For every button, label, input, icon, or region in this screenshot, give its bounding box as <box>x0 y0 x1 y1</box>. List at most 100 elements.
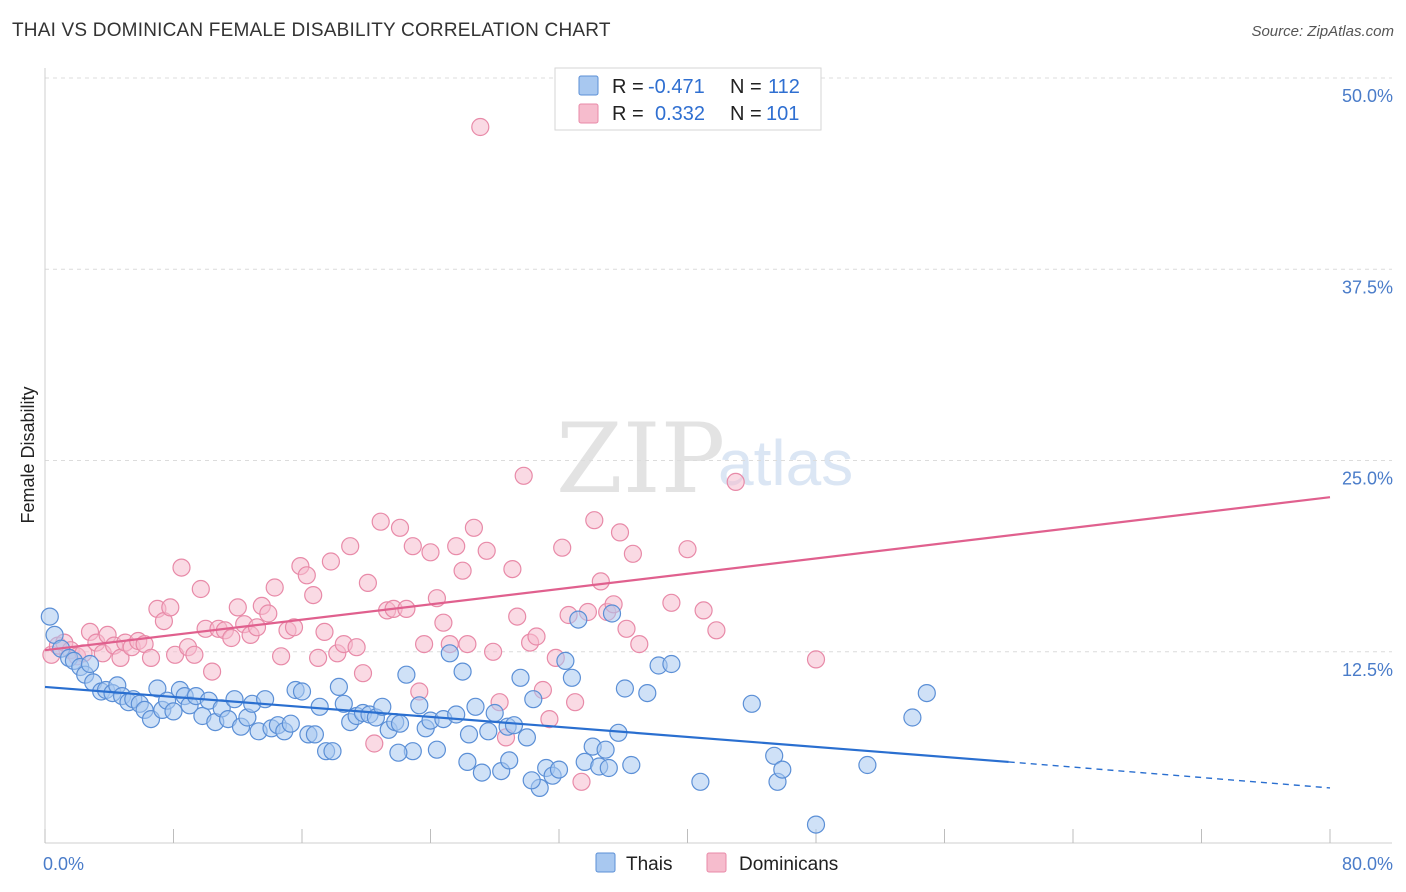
dominicans-point <box>508 607 527 626</box>
dominicans-point <box>591 572 610 591</box>
thais-point <box>615 679 635 698</box>
thais-point <box>522 771 541 790</box>
thais-point <box>305 725 324 744</box>
dominicans-point <box>464 518 483 537</box>
dominicans-point <box>259 604 278 623</box>
gridlines <box>45 77 1392 653</box>
y-tick-label: 12.5% <box>1342 660 1393 680</box>
dominicans-point <box>806 650 826 669</box>
thais-point <box>662 654 681 674</box>
dominicans-point <box>353 664 373 683</box>
dominicans-swatch <box>578 103 599 124</box>
thais-points <box>40 604 936 834</box>
x-tick-label: 0.0% <box>43 854 84 874</box>
dominicans-r-label: R = <box>612 103 644 125</box>
dominicans-point <box>484 642 503 661</box>
thais-point <box>440 644 459 663</box>
thais-point <box>569 610 588 629</box>
thais-point <box>427 740 446 759</box>
thais-point <box>638 683 657 703</box>
dominicans-point <box>390 518 410 537</box>
thais-point <box>373 697 392 716</box>
watermark: ZIP atlas <box>556 403 853 515</box>
thais-point <box>691 772 710 791</box>
thais-point <box>389 743 408 762</box>
dominicans-point <box>284 618 304 637</box>
thais-point <box>556 651 575 671</box>
dominicans-point <box>572 772 591 791</box>
dominicans-point <box>471 117 490 137</box>
axes <box>44 68 1392 844</box>
dominicans-point <box>503 559 522 579</box>
dominicans-point <box>421 543 440 562</box>
dominicans-point <box>415 634 434 654</box>
dominicans-trendline <box>44 496 1331 652</box>
thais-point <box>524 690 543 709</box>
y-tick-label: 37.5% <box>1342 277 1393 297</box>
dominicans-point <box>694 601 713 620</box>
thais-point <box>500 751 519 770</box>
thais-point <box>602 604 622 623</box>
thais-point <box>773 760 792 779</box>
thais-point <box>485 703 504 723</box>
thais-point <box>742 694 761 713</box>
thais-point <box>466 697 485 716</box>
dominicans-point <box>191 579 210 599</box>
dominicans-point <box>358 573 377 593</box>
thais-point <box>562 668 582 687</box>
dominicans-point <box>304 585 323 605</box>
dominicans-points <box>42 105 826 791</box>
dominicans-point <box>662 593 681 612</box>
thais-point <box>390 714 410 733</box>
dominicans-point <box>172 558 191 577</box>
thais-point <box>472 763 491 782</box>
thais-point <box>504 716 524 735</box>
dominicans-n-label: N = <box>730 103 762 125</box>
thais-n-label: N = <box>730 76 762 98</box>
thais-point <box>459 725 479 744</box>
thais-point <box>806 815 826 834</box>
thais-point <box>80 654 100 674</box>
thais-point <box>40 607 59 626</box>
chart-source: Source: ZipAtlas.com <box>1251 23 1394 40</box>
dominicans-point <box>309 648 328 668</box>
dominicans-point <box>678 540 697 559</box>
thais-point <box>397 665 416 684</box>
dominicans-point <box>321 552 340 571</box>
dominicans-point <box>623 544 643 563</box>
y-tick-label: 25.0% <box>1342 469 1393 489</box>
thais-point <box>164 702 183 721</box>
dominicans-point <box>447 537 466 556</box>
thais-point <box>479 722 498 741</box>
chart-title: THAI VS DOMINICAN FEMALE DISABILITY CORR… <box>12 20 611 41</box>
thais-point <box>903 708 922 727</box>
thais-point <box>323 742 342 761</box>
thais-point <box>599 758 618 778</box>
thais-point <box>596 740 615 759</box>
dominicans-point <box>365 734 384 753</box>
dominicans-point <box>527 627 546 646</box>
dominicans-point <box>371 512 390 531</box>
dominicans-point <box>161 598 180 617</box>
bottom-dominicans-label: Dominicans <box>739 854 838 875</box>
tick-labels: 12.5% 25.0% 37.5% 50.0% 0.0% 80.0% <box>43 86 1393 874</box>
bottom-thais-label: Thais <box>626 854 672 875</box>
y-axis-title: Female Disability <box>18 386 38 523</box>
thais-point <box>292 682 312 701</box>
thais-point <box>765 746 784 765</box>
dominicans-point <box>185 645 204 664</box>
dominicans-point <box>434 613 453 632</box>
trendlines <box>44 496 1331 789</box>
dominicans-point <box>341 537 360 556</box>
thais-n-value: 112 <box>768 76 800 98</box>
bottom-thais-swatch <box>595 852 616 873</box>
dominicans-n-value: 101 <box>766 103 799 125</box>
thais-point <box>511 668 530 687</box>
thais-point <box>410 696 429 715</box>
thais-point <box>458 752 477 772</box>
dominicans-point <box>477 541 496 560</box>
top-legend-box <box>554 67 822 131</box>
dominicans-point <box>726 472 745 491</box>
dominicans-point <box>553 538 572 557</box>
